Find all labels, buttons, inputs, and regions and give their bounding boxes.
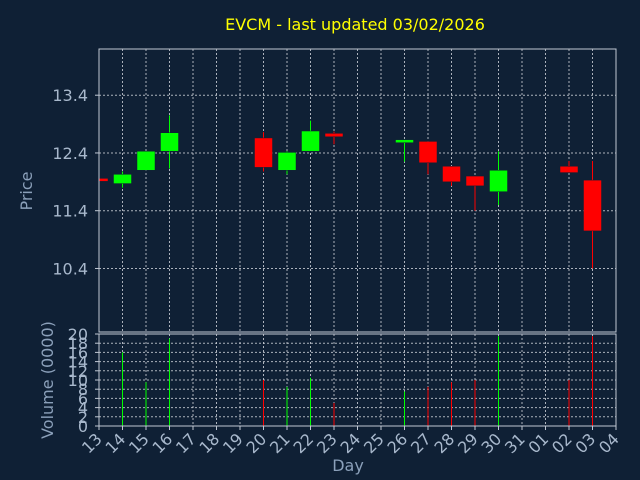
volume-tick-label: 0 [78,417,88,436]
volume-tick-label: 20 [68,325,88,344]
candle-body [324,133,344,138]
volume-tick-label: 2 [78,408,88,427]
price-candles [98,115,602,269]
volume-tick-label: 14 [68,353,88,372]
x-tick-label: 04 [595,429,623,457]
price-grid [99,49,616,332]
candle-body [113,174,132,184]
volume-axis-label: Volume (0000) [38,321,57,439]
volume-tick-label: 16 [68,343,88,362]
volume-tick-label: 18 [68,334,88,353]
candle-body [465,175,485,187]
price-tick-label: 11.4 [52,202,88,221]
price-tick-label: 10.4 [52,259,88,278]
price-y-ticks: 10.4 11.4 12.4 13.4 [52,86,99,278]
candle-body [160,132,179,152]
candle-body [442,165,461,183]
candle-body [254,137,273,168]
volume-tick-label: 4 [78,399,88,418]
candle-body [395,139,414,143]
x-axis-label: Day [332,456,364,475]
price-axis-label: Price [17,171,36,210]
volume-tick-label: 6 [78,389,88,408]
volume-tick-label: 8 [78,380,88,399]
candle-body [301,130,320,152]
price-tick-label: 13.4 [52,86,88,105]
candle-body [418,141,438,164]
volume-grid [99,334,616,426]
price-panel-frame [98,48,617,333]
candle-body [277,152,297,171]
candle-body [98,178,109,182]
candle-body [489,170,508,192]
candle-body [583,179,602,232]
candle-body [559,165,579,173]
chart-title: EVCM - last updated 03/02/2026 [225,15,485,34]
volume-bars [122,336,593,426]
volume-tick-label: 10 [68,371,88,390]
volume-tick-label: 12 [68,362,88,381]
price-tick-label: 12.4 [52,144,88,163]
x-ticks: 1314151617181920212223242526272829303101… [78,426,623,457]
candle-body [136,150,156,171]
